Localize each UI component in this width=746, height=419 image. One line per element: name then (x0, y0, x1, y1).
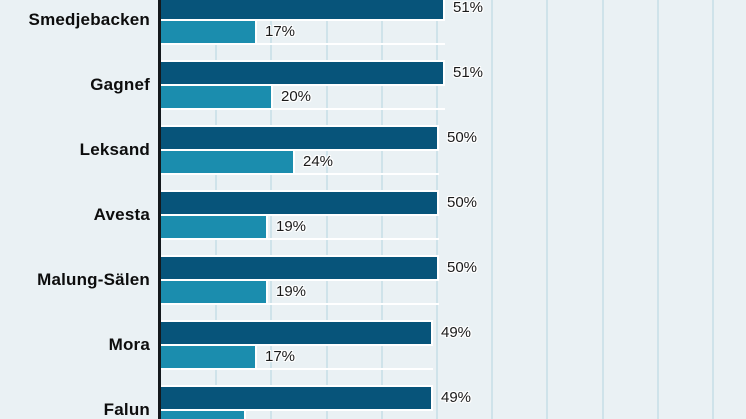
bar-separator (161, 255, 439, 257)
bar-primary (161, 127, 437, 149)
category-label: Falun (103, 400, 150, 419)
bar-pair: 50% 24% (161, 125, 746, 192)
category-label: Mora (108, 335, 150, 354)
value-label-primary: 50% (447, 194, 478, 211)
value-label-primary: 51% (453, 64, 484, 81)
bar-separator (161, 149, 439, 151)
gridline (601, 0, 604, 419)
bar-pair: 51% 20% (161, 60, 746, 127)
value-label-secondary: 19% (276, 283, 307, 300)
bar-pair: 51% 17% (161, 0, 746, 62)
bar-separator (161, 190, 439, 192)
bar-group: Smedjebacken 51% 17% (0, 0, 746, 62)
bar-secondary (161, 346, 255, 368)
bar-separator (161, 279, 439, 281)
bar-pair: 50% 19% (161, 190, 746, 257)
bar-primary (161, 62, 443, 84)
bar-group: Leksand 50% 24% (0, 125, 746, 192)
bar-primary (161, 322, 431, 344)
bar-separator (161, 409, 433, 411)
y-axis-line (158, 0, 161, 419)
bar-group: Avesta 50% 19% (0, 190, 746, 257)
category-label: Smedjebacken (28, 10, 150, 29)
gridline (491, 0, 494, 419)
bar-secondary (161, 21, 255, 43)
bar-separator (161, 60, 445, 62)
bar-group: Malung-Sälen 50% 19% (0, 255, 746, 322)
bar-secondary (161, 151, 293, 173)
bar-group: Gagnef 51% 20% (0, 60, 746, 127)
value-label-secondary: 17% (265, 23, 296, 40)
category-label: Malung-Sälen (37, 270, 150, 289)
category-label: Leksand (79, 140, 150, 159)
bar-separator (161, 19, 445, 21)
bar-secondary (161, 281, 266, 303)
gridline (712, 0, 714, 419)
value-label-secondary: 19% (276, 218, 307, 235)
gridline (656, 0, 659, 419)
bar-group: Mora 49% 17% (0, 320, 746, 387)
bar-secondary (161, 86, 271, 108)
bar-separator (161, 238, 439, 240)
bar-separator (161, 108, 445, 110)
bar-pair: 50% 19% (161, 255, 746, 322)
bar-separator (161, 344, 433, 346)
bar-separator (161, 173, 439, 175)
bar-primary (161, 192, 437, 214)
bar-separator (161, 385, 433, 387)
value-label-primary: 50% (447, 259, 478, 276)
category-label: Avesta (93, 205, 150, 224)
bar-secondary (161, 411, 244, 419)
bar-separator (161, 214, 439, 216)
bar-secondary (161, 216, 266, 238)
bar-separator (161, 84, 445, 86)
value-label-secondary: 24% (303, 153, 334, 170)
bar-primary (161, 0, 443, 19)
value-label-primary: 49% (441, 324, 472, 341)
value-label-primary: 49% (441, 389, 472, 406)
bar-primary (161, 257, 437, 279)
bar-separator (161, 303, 439, 305)
bar-primary (161, 387, 431, 409)
bar-group: Falun 49% (0, 385, 746, 419)
category-label: Gagnef (90, 75, 150, 94)
bar-separator (161, 368, 433, 370)
gridline (546, 0, 549, 419)
value-label-secondary: 20% (281, 88, 312, 105)
bar-separator (161, 320, 433, 322)
bar-pair: 49% (161, 385, 746, 419)
gridline (436, 0, 438, 419)
value-label-primary: 50% (447, 129, 478, 146)
bar-separator (161, 125, 439, 127)
value-label-primary: 51% (453, 0, 484, 16)
value-label-secondary: 17% (265, 348, 296, 365)
bar-separator (161, 43, 445, 45)
bar-pair: 49% 17% (161, 320, 746, 387)
